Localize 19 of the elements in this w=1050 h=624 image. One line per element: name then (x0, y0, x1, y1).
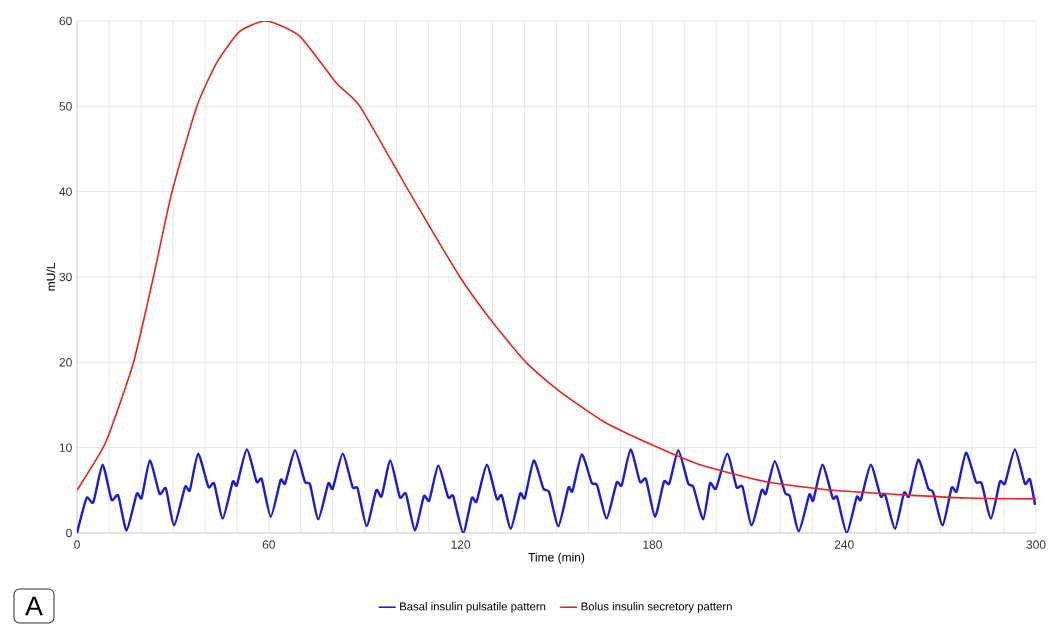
y-tick-label: 0 (66, 528, 72, 538)
legend-label: Basal insulin pulsatile pattern (400, 602, 546, 613)
x-tick-label: 240 (834, 540, 854, 549)
line-series (77, 20, 1036, 500)
x-tick-label: 300 (1026, 540, 1046, 549)
x-tick-label: 0 (74, 540, 80, 549)
x-tick-label: 120 (451, 540, 471, 549)
text: A (25, 596, 43, 616)
y-tick-label: 10 (59, 443, 72, 452)
x-tick-label: 60 (262, 540, 276, 549)
y-tick-label: 30 (59, 272, 72, 282)
y-tick-label: 60 (59, 16, 72, 26)
x-axis-title: Time (min) (528, 552, 585, 564)
y-tick-label: 20 (59, 358, 72, 367)
y-tick-label: 40 (59, 187, 72, 196)
y-axis-title: mU/L (46, 263, 56, 291)
legend-label: Bolus insulin secretory pattern (581, 602, 732, 613)
y-tick-label: 50 (59, 102, 72, 111)
x-tick-label: 180 (643, 540, 662, 549)
